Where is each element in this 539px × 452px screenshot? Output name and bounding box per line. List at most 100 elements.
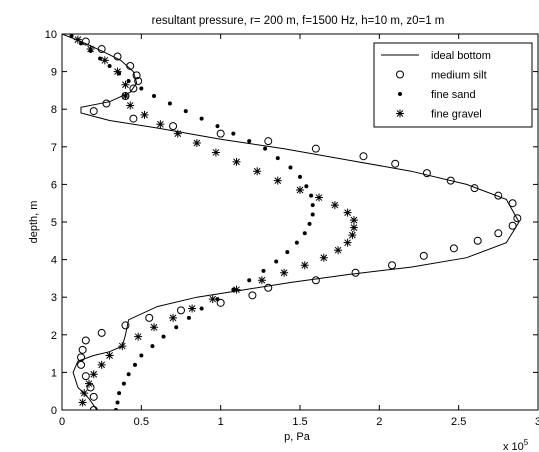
data-point-fine-sand <box>263 146 268 151</box>
data-point-medium-silt <box>121 321 130 330</box>
data-point-fine-gravel <box>121 80 130 89</box>
legend-label-medium-silt: medium silt <box>431 70 487 82</box>
data-point-medium-silt <box>81 37 90 46</box>
data-point-fine-sand <box>132 362 137 367</box>
data-point-fine-sand <box>121 381 126 386</box>
data-point-medium-silt <box>102 99 111 108</box>
data-point-fine-sand <box>199 116 204 121</box>
data-point-fine-gravel <box>334 246 343 255</box>
data-point-fine-gravel <box>192 139 201 148</box>
data-point-medium-silt <box>513 214 522 223</box>
data-point-medium-silt <box>169 122 178 131</box>
data-point-medium-silt <box>264 137 273 146</box>
x-tick-label: 2.5 <box>451 416 466 428</box>
x-axis-label: p, Pa <box>284 431 311 443</box>
x-tick-label: 0.5 <box>134 416 149 428</box>
data-point-fine-gravel <box>253 167 262 176</box>
data-point-medium-silt <box>470 184 479 193</box>
data-point-medium-silt <box>359 152 368 161</box>
data-point-fine-gravel <box>208 295 217 304</box>
y-tick-label: 2 <box>51 330 57 342</box>
data-point-medium-silt <box>113 52 122 61</box>
data-point-fine-gravel <box>118 342 127 351</box>
data-point-fine-gravel <box>73 35 82 44</box>
data-point-medium-silt <box>81 372 90 381</box>
data-point-fine-gravel <box>280 268 289 277</box>
data-point-medium-silt <box>508 199 517 208</box>
data-point-fine-sand <box>167 101 172 106</box>
data-point-fine-gravel <box>97 360 106 369</box>
x-exponent-label: x 105 <box>503 438 529 452</box>
data-point-fine-sand <box>310 203 315 208</box>
data-point-medium-silt <box>89 406 98 410</box>
y-tick-label: 1 <box>51 367 57 379</box>
data-point-fine-gravel <box>78 398 87 407</box>
data-point-medium-silt <box>419 251 428 260</box>
legend-marker-fine-gravel <box>396 109 404 118</box>
data-point-medium-silt <box>446 176 455 185</box>
data-point-fine-gravel <box>140 110 149 119</box>
y-tick-label: 10 <box>45 29 57 41</box>
x-tick-label: 3 <box>535 416 539 428</box>
data-point-fine-gravel <box>100 56 109 65</box>
data-point-fine-sand <box>115 400 120 405</box>
data-point-fine-sand <box>183 109 188 114</box>
data-point-fine-gravel <box>169 313 178 322</box>
data-point-fine-sand <box>309 193 314 198</box>
chart-title: resultant pressure, r= 200 m, f=1500 Hz,… <box>152 15 445 27</box>
data-point-fine-gravel <box>80 389 89 398</box>
data-point-fine-sand <box>307 221 312 226</box>
data-point-fine-sand <box>139 353 144 358</box>
data-point-fine-sand <box>310 212 315 217</box>
legend: ideal bottom medium silt fine sand fine gra… <box>373 42 533 128</box>
data-point-fine-gravel <box>343 208 352 217</box>
data-point-fine-sand <box>113 408 118 410</box>
data-point-fine-sand <box>247 278 252 283</box>
x-tick-label: 2 <box>376 416 382 428</box>
data-point-fine-gravel <box>113 67 122 76</box>
data-point-fine-gravel <box>126 101 135 110</box>
data-point-medium-silt <box>494 191 503 200</box>
data-point-medium-silt <box>132 71 141 80</box>
y-tick-label: 3 <box>51 292 57 304</box>
data-point-fine-gravel <box>257 276 266 285</box>
data-point-fine-sand <box>298 174 302 179</box>
data-point-medium-silt <box>508 221 517 230</box>
y-tick-label: 9 <box>51 67 57 79</box>
data-point-fine-gravel <box>188 304 197 313</box>
data-point-fine-gravel <box>348 231 357 240</box>
data-point-fine-sand <box>139 86 144 91</box>
data-point-fine-gravel <box>105 351 114 360</box>
data-point-medium-silt <box>77 360 86 369</box>
data-point-fine-sand <box>261 268 266 273</box>
data-point-medium-silt <box>216 129 225 138</box>
data-point-medium-silt <box>78 345 87 354</box>
data-point-fine-sand <box>107 63 112 68</box>
legend-label-fine-sand: fine sand <box>431 89 476 101</box>
data-point-medium-silt <box>388 261 397 270</box>
data-point-medium-silt <box>473 236 482 245</box>
data-point-medium-silt <box>134 77 143 85</box>
data-point-fine-sand <box>150 344 155 349</box>
data-point-medium-silt <box>81 336 90 345</box>
data-point-fine-gravel <box>232 285 241 294</box>
data-point-medium-silt <box>145 313 154 322</box>
data-point-fine-gravel <box>150 323 159 332</box>
data-point-medium-silt <box>89 107 98 116</box>
data-point-fine-sand <box>288 165 293 170</box>
data-point-medium-silt <box>494 229 503 238</box>
x-tick-label: 0 <box>59 416 65 428</box>
data-point-medium-silt <box>97 45 106 54</box>
data-point-fine-sand <box>294 240 299 245</box>
data-point-fine-sand <box>285 250 290 255</box>
data-point-fine-gravel <box>349 216 358 225</box>
data-point-medium-silt <box>97 328 106 337</box>
data-point-fine-gravel <box>84 379 93 388</box>
data-point-fine-gravel <box>121 92 130 101</box>
y-tick-label: 8 <box>51 104 57 116</box>
x-exponent-power: 5 <box>524 438 529 447</box>
data-point-fine-sand <box>231 131 236 136</box>
x-tick-label: 1 <box>218 416 224 428</box>
data-point-fine-gravel <box>315 193 324 202</box>
